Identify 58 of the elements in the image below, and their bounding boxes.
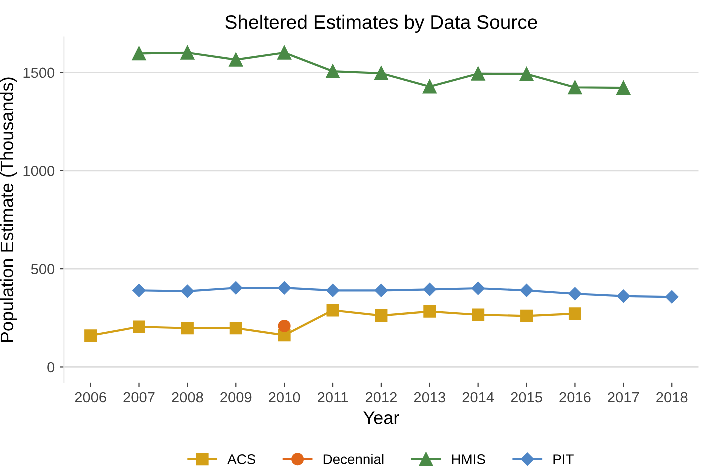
- x-axis-title: Year: [364, 412, 400, 424]
- point: [520, 310, 534, 322]
- x-tick-label: 2010: [269, 392, 300, 403]
- legend-label: PIT: [554, 454, 574, 464]
- point: [666, 290, 679, 304]
- y-tick-label: 0: [48, 362, 55, 373]
- point: [230, 282, 243, 295]
- point: [472, 282, 485, 296]
- legend-label: Decennial: [324, 454, 384, 464]
- point: [374, 284, 388, 298]
- point: [375, 310, 388, 322]
- point: [326, 64, 340, 78]
- point: [568, 80, 582, 95]
- x-tick-label: 2013: [414, 392, 446, 403]
- point: [230, 322, 242, 335]
- point: [326, 304, 340, 317]
- point: [278, 282, 292, 295]
- x-tick-label: 2007: [124, 392, 155, 403]
- point: [471, 66, 486, 81]
- point: [181, 284, 194, 298]
- chart-title: Sheltered Estimates by Data Source: [226, 14, 538, 34]
- y-tick-label: 1000: [24, 166, 55, 176]
- point: [617, 290, 630, 303]
- point: [132, 46, 146, 61]
- point: [133, 320, 146, 334]
- x-tick-label: 2009: [220, 392, 252, 403]
- point: [616, 81, 631, 95]
- point: [520, 67, 534, 82]
- point: [568, 287, 582, 301]
- legend-label: ACS: [228, 454, 256, 464]
- point: [278, 320, 291, 332]
- point: [84, 330, 98, 342]
- point: [423, 283, 436, 296]
- x-tick-label: 2006: [75, 392, 106, 403]
- point: [181, 322, 194, 335]
- x-tick-label: 2008: [172, 392, 204, 403]
- x-tick-label: 2011: [318, 392, 348, 403]
- point: [374, 66, 388, 80]
- point: [424, 305, 436, 318]
- point: [326, 284, 340, 298]
- point: [422, 80, 437, 94]
- point: [229, 52, 244, 67]
- y-axis-title: Population Estimate (Thousands): [0, 78, 18, 342]
- point: [180, 46, 195, 60]
- point: [568, 308, 582, 320]
- point: [132, 284, 146, 298]
- x-tick-label: 2012: [366, 392, 397, 403]
- point: [520, 284, 534, 298]
- x-tick-label: 2018: [656, 392, 688, 403]
- x-tick-label: 2014: [462, 392, 494, 403]
- y-tick-label: 500: [31, 264, 55, 274]
- legend-label: HMIS: [452, 454, 486, 464]
- x-tick-label: 2017: [608, 392, 640, 403]
- x-tick-label: 2015: [511, 392, 542, 403]
- point: [278, 46, 292, 60]
- point: [472, 308, 485, 322]
- y-tick-label: 1500: [24, 68, 55, 78]
- x-tick-label: 2016: [560, 392, 591, 403]
